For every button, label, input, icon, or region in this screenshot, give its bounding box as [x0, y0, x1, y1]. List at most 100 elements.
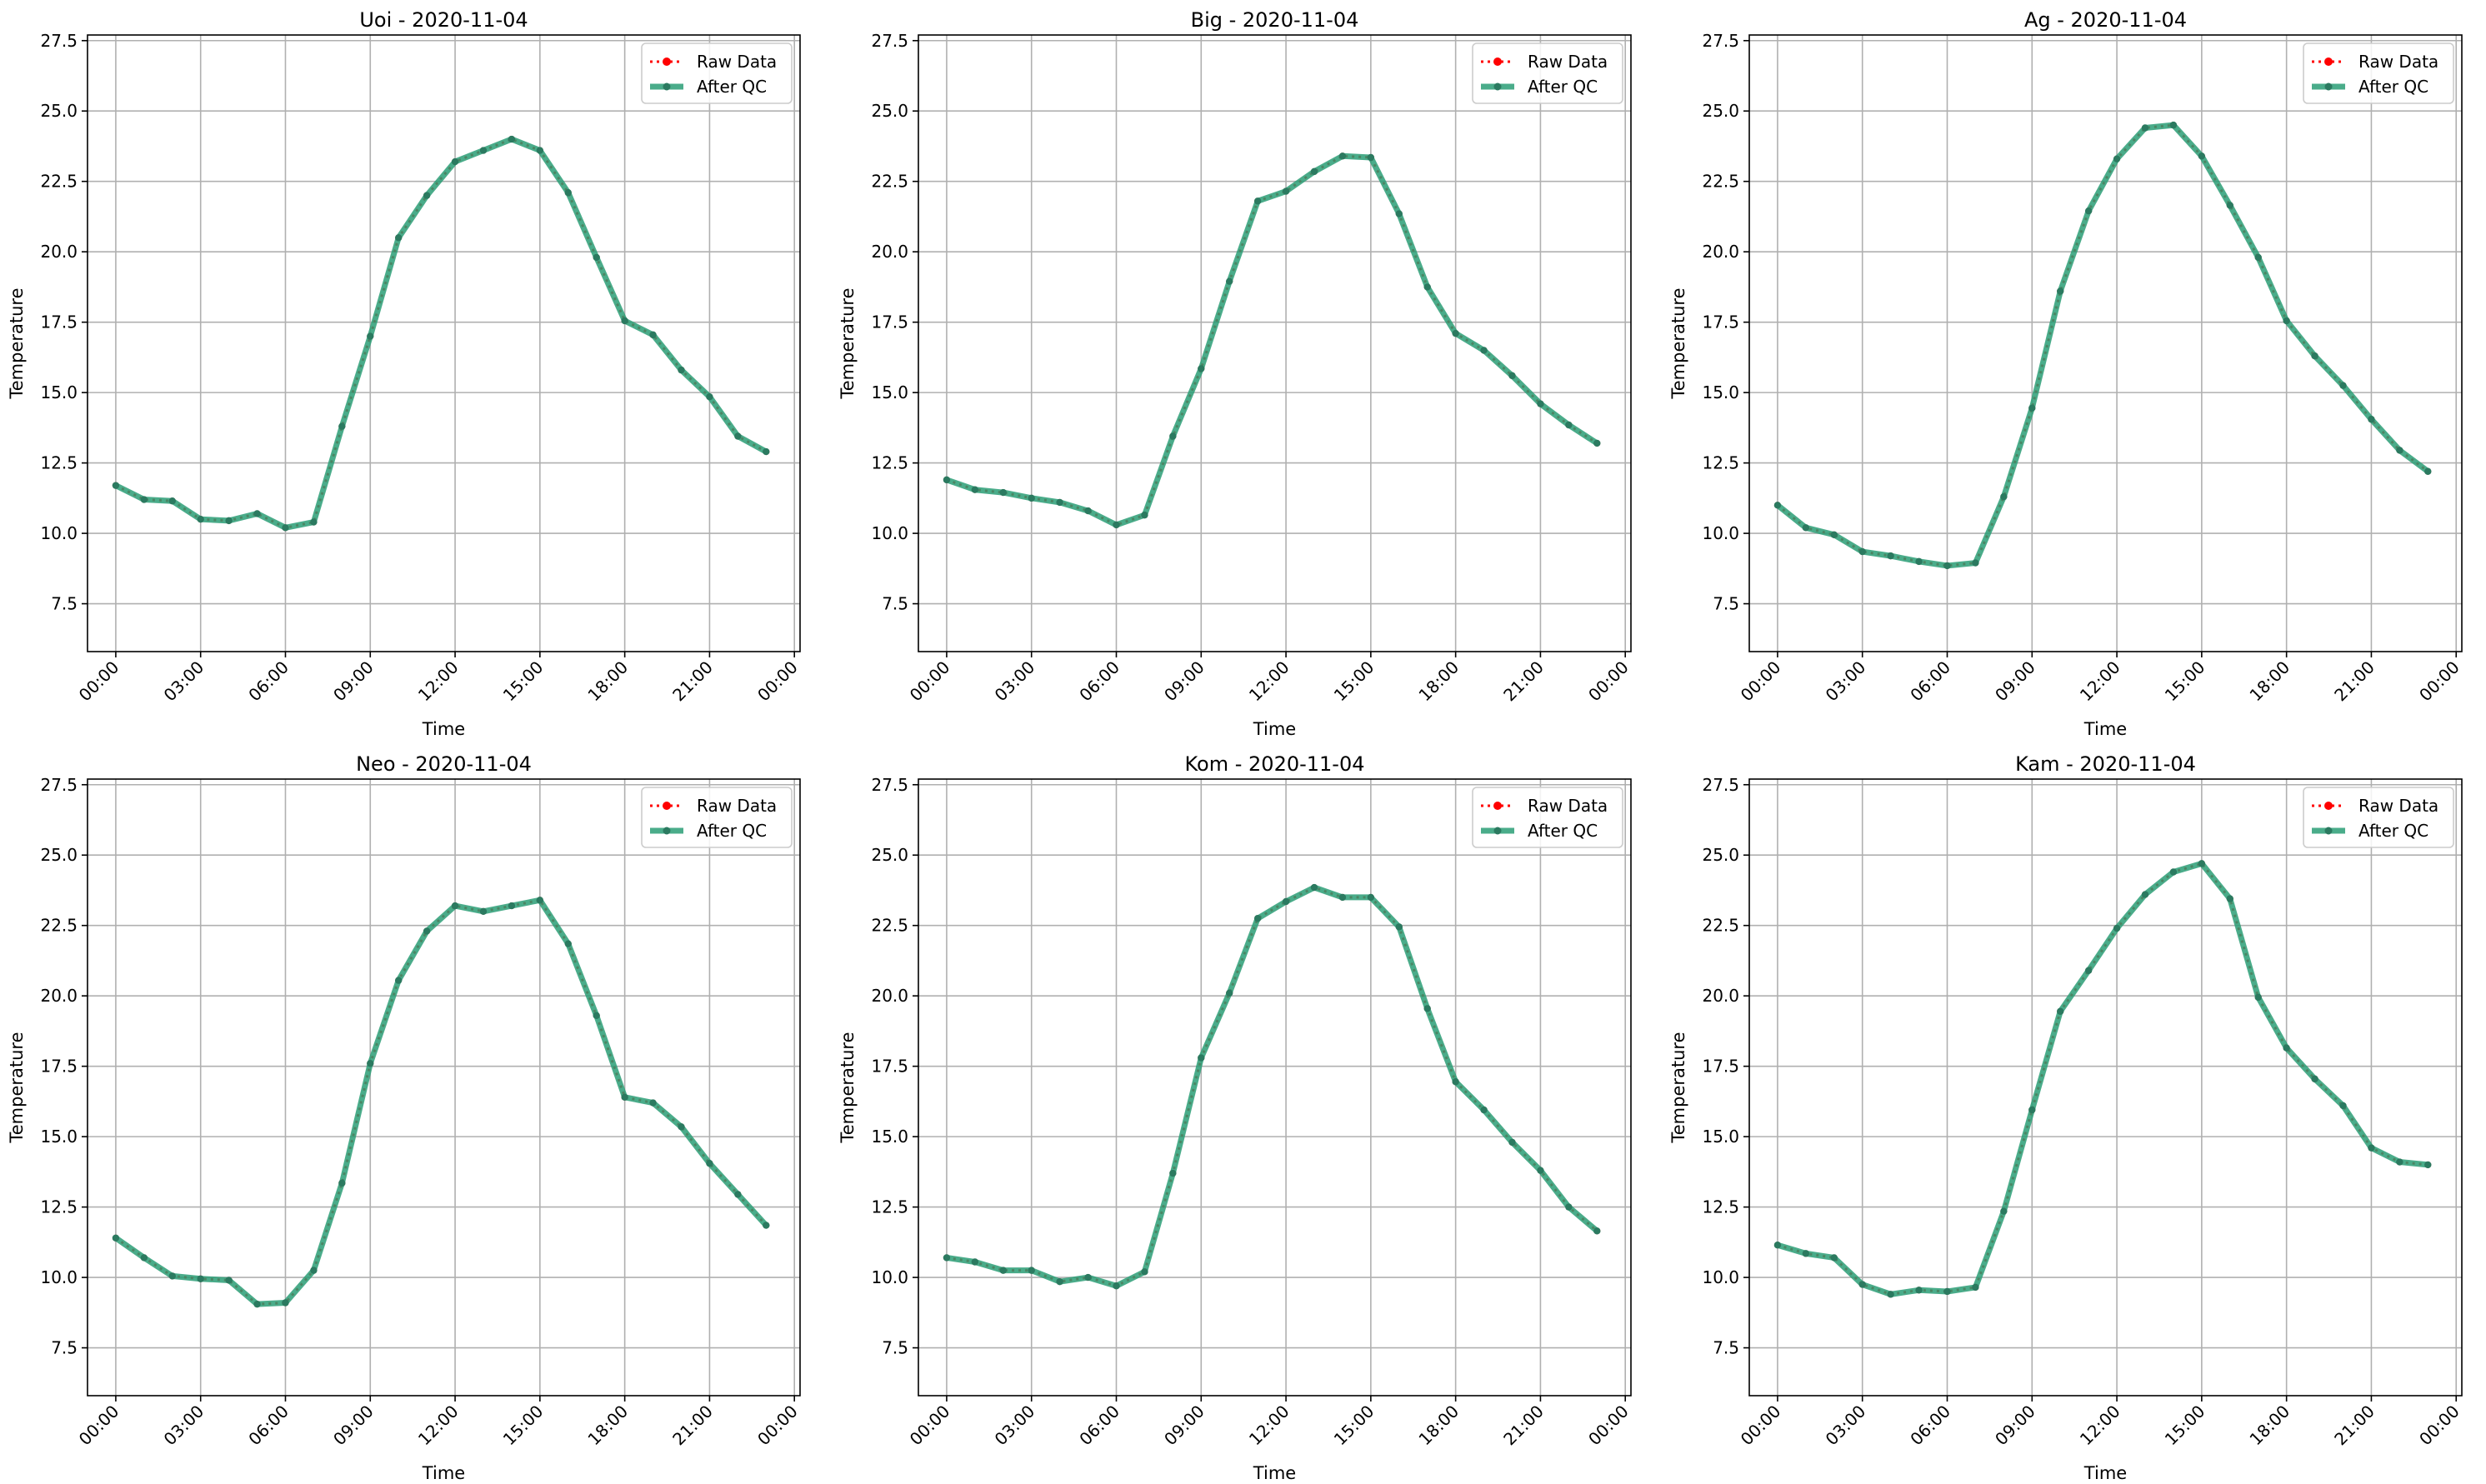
- after-qc-point: [479, 147, 488, 154]
- y-tick-label: 25.0: [1702, 101, 1739, 121]
- after-qc-point: [1802, 1250, 1810, 1257]
- after-qc-point: [1943, 1287, 1951, 1296]
- y-axis-label: Temperature: [838, 287, 858, 399]
- legend: Raw Data After QC: [641, 42, 793, 104]
- y-tick-label: 22.5: [40, 172, 78, 192]
- x-tick-label: 00:00: [1584, 657, 1633, 706]
- y-tick-label: 17.5: [871, 1057, 908, 1077]
- subplot: 00:00 03:00 06:00 09:00 12:00 15:00 18:00 21:00…: [7, 8, 802, 739]
- y-tick-label: 15.0: [871, 382, 908, 402]
- legend-raw-marker: [663, 802, 671, 810]
- x-tick-label: 12:00: [1245, 657, 1293, 706]
- x-tick-label: 09:00: [1991, 1402, 2039, 1450]
- y-tick-label: 22.5: [40, 916, 78, 936]
- x-tick-label: 18:00: [583, 1402, 632, 1450]
- y-axis-label: Temperature: [7, 287, 27, 399]
- after-qc-point: [310, 1267, 318, 1274]
- y-tick-label: 7.5: [1713, 594, 1739, 614]
- after-qc-point: [1593, 439, 1601, 447]
- after-qc-point: [2396, 1158, 2403, 1166]
- after-qc-point: [338, 1179, 346, 1187]
- after-qc-point: [2028, 1106, 2036, 1114]
- x-tick-label: 06:00: [1075, 657, 1123, 706]
- x-tick-label: 09:00: [1160, 1402, 1208, 1450]
- after-qc-point: [1367, 893, 1375, 902]
- x-tick-label: 15:00: [1330, 657, 1378, 706]
- axes-frame: [918, 778, 1632, 1397]
- y-tick-label: 12.5: [871, 453, 908, 473]
- x-axis-label: Time: [422, 719, 465, 739]
- x-axis-label: Time: [2083, 719, 2127, 739]
- x-tick-label: 00:00: [75, 1402, 123, 1450]
- subplot-title: Kom - 2020-11-04: [1185, 752, 1365, 776]
- x-tick-label: 00:00: [1737, 657, 1785, 706]
- after-qc-point: [2226, 202, 2233, 209]
- after-qc-point: [2169, 868, 2178, 876]
- y-axis-label: Temperature: [7, 1032, 27, 1143]
- after-qc-point: [706, 393, 713, 401]
- legend-raw-label: Raw Data: [2358, 796, 2438, 816]
- after-qc-point: [1169, 432, 1177, 440]
- after-qc-point: [2226, 895, 2233, 902]
- after-qc-point: [1198, 365, 1205, 372]
- after-qc-point: [1565, 1203, 1573, 1211]
- x-tick-label: 18:00: [2245, 1402, 2293, 1450]
- x-tick-label: 03:00: [160, 1402, 208, 1450]
- legend: Raw Data After QC: [2303, 787, 2454, 848]
- after-qc-point: [1480, 1106, 1488, 1114]
- after-qc-point: [2084, 207, 2093, 215]
- after-qc-point: [1253, 915, 1262, 922]
- y-tick-label: 20.0: [40, 986, 78, 1006]
- y-tick-label: 22.5: [1702, 172, 1739, 192]
- after-qc-point: [1887, 1291, 1894, 1298]
- after-qc-point: [649, 1099, 657, 1107]
- legend-qc-label: After QC: [697, 821, 767, 841]
- after-qc-point: [999, 488, 1007, 497]
- after-qc-point: [1537, 400, 1544, 407]
- after-qc-point: [678, 366, 685, 374]
- y-tick-label: 12.5: [871, 1197, 908, 1217]
- after-qc-point: [564, 189, 572, 197]
- subplot: 00:00 03:00 06:00 09:00 12:00 15:00 18:00 21:00…: [838, 752, 1633, 1483]
- after-qc-line: [946, 884, 1599, 1289]
- x-tick-label: 18:00: [2245, 657, 2293, 706]
- raw-data-line: [946, 154, 1598, 527]
- after-qc-point: [1338, 893, 1347, 902]
- after-qc-line: [1775, 122, 2430, 569]
- raw-data-line: [1776, 123, 2429, 567]
- after-qc-point: [1508, 1138, 1516, 1147]
- after-qc-point: [2028, 404, 2036, 412]
- after-qc-point: [1565, 421, 1573, 429]
- after-qc-point: [2057, 1007, 2064, 1015]
- legend: Raw Data After QC: [641, 787, 793, 848]
- x-tick-label: 09:00: [1991, 657, 2039, 706]
- after-qc-point: [1084, 1273, 1092, 1282]
- y-tick-label: 7.5: [882, 594, 908, 614]
- after-qc-point: [1537, 1167, 1544, 1174]
- after-qc-point: [763, 447, 770, 456]
- x-tick-label: 09:00: [1160, 657, 1208, 706]
- x-axis-label: Time: [422, 1463, 465, 1483]
- legend-raw-label: Raw Data: [1528, 52, 1608, 72]
- y-tick-label: 27.5: [1702, 31, 1739, 51]
- subplot-title: Ag - 2020-11-04: [2024, 8, 2187, 32]
- after-qc-point: [395, 234, 403, 242]
- y-tick-label: 7.5: [51, 1338, 78, 1358]
- x-tick-label: 09:00: [329, 657, 378, 706]
- after-qc-point: [423, 192, 431, 199]
- y-tick-label: 27.5: [40, 775, 78, 795]
- after-qc-point: [197, 515, 204, 523]
- y-tick-label: 12.5: [1702, 453, 1739, 473]
- legend-raw-marker: [2324, 802, 2333, 810]
- y-tick-label: 25.0: [40, 101, 78, 121]
- after-qc-point: [282, 524, 289, 532]
- axes-frame: [1748, 778, 2463, 1397]
- y-tick-label: 20.0: [1702, 986, 1739, 1006]
- legend-qc-label: After QC: [1528, 821, 1598, 841]
- x-tick-label: 15:00: [2161, 657, 2209, 706]
- x-tick-label: 21:00: [668, 1402, 717, 1450]
- after-qc-point: [2084, 967, 2093, 974]
- after-qc-point: [479, 907, 488, 916]
- y-tick-label: 22.5: [1702, 916, 1739, 936]
- y-tick-label: 25.0: [871, 845, 908, 865]
